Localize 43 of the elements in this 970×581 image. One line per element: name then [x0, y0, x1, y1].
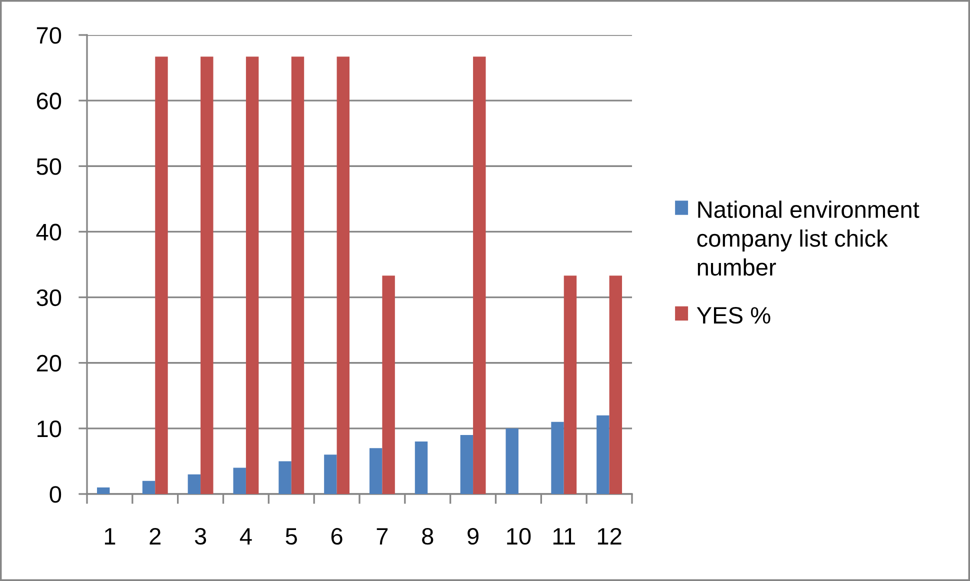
- bar: [414, 442, 428, 494]
- bar: [278, 461, 292, 494]
- y-tick-label: 20: [36, 354, 62, 372]
- bar: [324, 454, 337, 494]
- bar: [233, 468, 246, 494]
- x-tick-label: 7: [376, 528, 388, 544]
- bar: [155, 56, 168, 494]
- x-tick-label: 12: [598, 528, 622, 544]
- bar: [506, 428, 518, 494]
- legend-label: YES %: [696, 306, 770, 324]
- legend-label: National environment company list chick number: [697, 200, 920, 276]
- bar: [596, 415, 610, 494]
- bar: [369, 448, 382, 494]
- y-tick-label: 0: [50, 486, 62, 503]
- bar: [188, 474, 201, 494]
- bar: [473, 56, 486, 494]
- x-tick-label: 6: [331, 528, 342, 545]
- bar: [336, 56, 350, 494]
- y-tick-label: 40: [36, 224, 62, 240]
- bar: [291, 56, 304, 494]
- bar: [460, 434, 474, 494]
- y-tick-label: 30: [36, 289, 62, 306]
- x-tick-label: 1: [104, 528, 116, 544]
- x-tick-label: 2: [150, 528, 161, 544]
- bar: [96, 487, 110, 494]
- bar: [200, 56, 214, 494]
- y-tick-label: 50: [36, 158, 62, 175]
- x-tick-label: 4: [240, 528, 252, 544]
- x-tick-label: 11: [553, 528, 575, 544]
- x-tick-label: 5: [286, 528, 297, 545]
- y-tick-label: 10: [38, 420, 62, 438]
- y-tick-label: 70: [36, 27, 62, 44]
- y-tick-label: 60: [36, 92, 62, 110]
- x-tick-label: 10: [507, 528, 531, 545]
- bar: [246, 56, 259, 494]
- bar: [551, 422, 564, 494]
- x-tick-label: 8: [422, 528, 434, 545]
- bar: [564, 276, 577, 494]
- bar: [142, 480, 156, 494]
- x-tick-label: 3: [194, 528, 206, 545]
- x-tick-label: 9: [468, 528, 478, 545]
- bar: [609, 276, 622, 494]
- bar: [382, 276, 395, 494]
